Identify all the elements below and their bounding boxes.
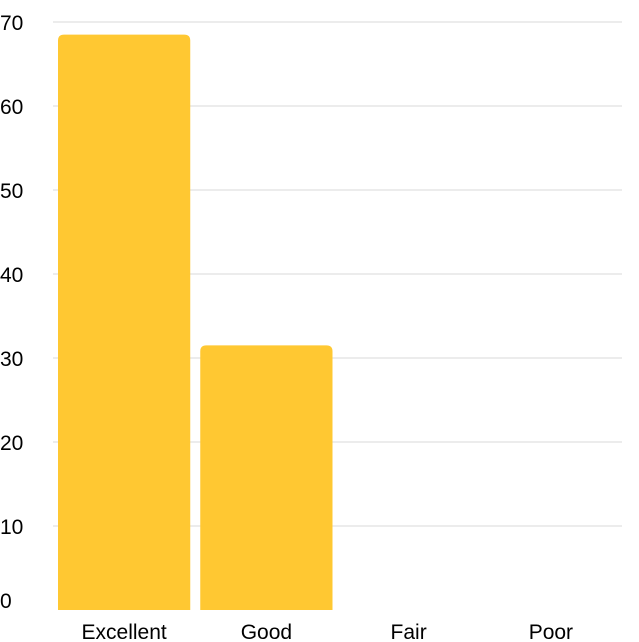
y-tick-label-20: 20 [0, 432, 23, 455]
y-tick-label-10: 10 [0, 516, 23, 539]
x-category-label-excellent: Excellent [82, 621, 167, 642]
x-category-label-poor: Poor [529, 621, 573, 642]
bar-good [200, 345, 333, 610]
x-category-label-fair: Fair [391, 621, 427, 642]
bar-excellent [58, 34, 191, 611]
y-tick-label-0: 0 [0, 590, 12, 613]
x-category-label-good: Good [241, 621, 292, 642]
y-tick-label-50: 50 [0, 180, 23, 203]
y-tick-label-60: 60 [0, 96, 23, 119]
y-tick-label-30: 30 [0, 348, 23, 371]
y-axis-ticks: 0 10 20 30 40 50 60 70 [0, 12, 23, 613]
y-tick-label-70: 70 [0, 12, 23, 35]
x-axis-categories: Excellent Good Fair Poor [82, 621, 574, 642]
y-tick-label-40: 40 [0, 264, 23, 287]
bars [58, 34, 333, 611]
